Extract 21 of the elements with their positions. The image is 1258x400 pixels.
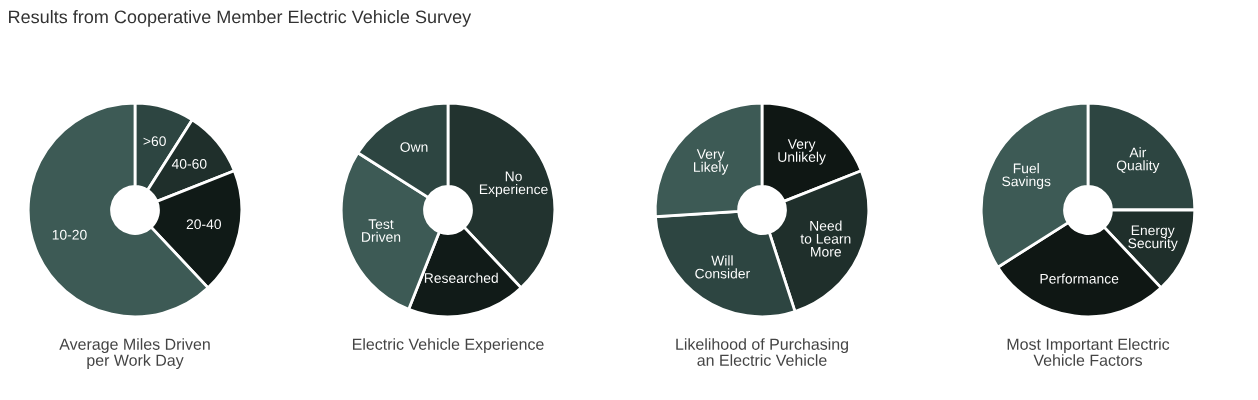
slice-label: 20-40 bbox=[186, 219, 222, 230]
slice-label: Test Driven bbox=[362, 219, 401, 242]
text: Electric Vehicle Experience bbox=[352, 338, 544, 354]
slice-label: 10-20 bbox=[52, 229, 87, 240]
text: Likelihood of Purchasing an Electric Vehicle bbox=[676, 338, 848, 366]
slice-label: No Experience bbox=[479, 171, 548, 197]
slice-label: 40-60 bbox=[171, 158, 207, 169]
slice-label: Very Unlikely bbox=[778, 139, 826, 165]
slice-label: Energy Security bbox=[1128, 225, 1178, 251]
text: Results from Cooperative Member Electric Vehicle Survey bbox=[9, 10, 472, 27]
slice-label: Fuel Savings bbox=[1002, 163, 1051, 189]
slice-label: >60 bbox=[143, 136, 166, 147]
text: Average Miles Driven per Work Day bbox=[59, 338, 210, 370]
slice-label: Need to Learn More bbox=[800, 220, 851, 257]
slice-label: Air Quality bbox=[1116, 147, 1160, 174]
slice-label: Own bbox=[400, 142, 428, 152]
slice-label: Will Consider bbox=[695, 255, 750, 279]
slice-label: Researched bbox=[424, 272, 498, 283]
text: Most Important Electric Vehicle Factors bbox=[1007, 338, 1170, 366]
slice-label: Very Likely bbox=[694, 149, 729, 175]
slice-label: Performance bbox=[1040, 273, 1119, 284]
